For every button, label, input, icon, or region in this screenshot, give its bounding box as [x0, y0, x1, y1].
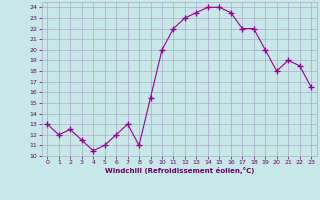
X-axis label: Windchill (Refroidissement éolien,°C): Windchill (Refroidissement éolien,°C) [105, 167, 254, 174]
